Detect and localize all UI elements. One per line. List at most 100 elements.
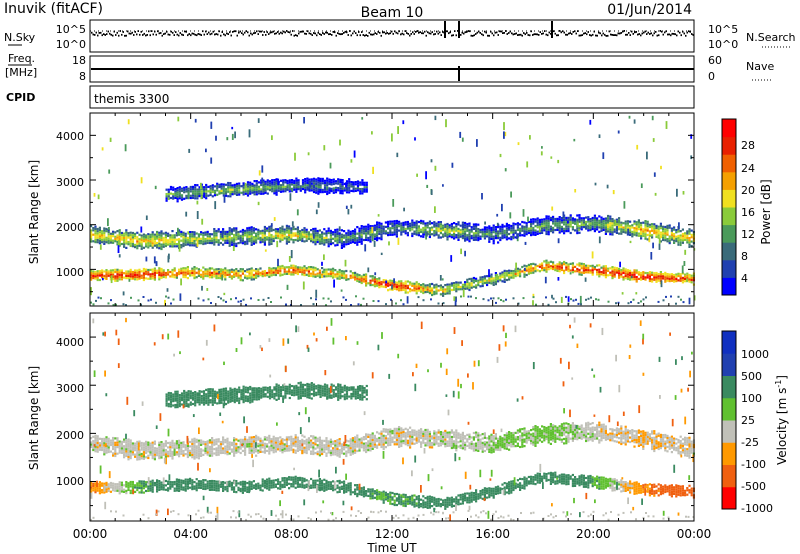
- power-cell: [90, 276, 93, 279]
- power-cell: [499, 236, 502, 239]
- power-cell: [142, 276, 145, 279]
- noise-sample: [314, 32, 316, 35]
- power-cell: [249, 190, 252, 193]
- power-ground-cell: [115, 303, 117, 306]
- freq-sample: [688, 68, 690, 70]
- power-ground-cell: [460, 295, 462, 298]
- power-cell: [376, 225, 379, 228]
- power-cell: [510, 231, 513, 234]
- noise-sample: [142, 34, 144, 36]
- noise-sample: [542, 32, 544, 35]
- power-cell: [400, 284, 403, 287]
- power-cell: [384, 221, 387, 224]
- power-cell: [292, 266, 295, 269]
- noise-sample: [293, 34, 295, 37]
- power-cell: [226, 273, 229, 276]
- freq-sample: [181, 68, 183, 70]
- power-cell: [461, 221, 464, 224]
- velocity-cell: [222, 481, 225, 484]
- freq-sample: [197, 68, 199, 70]
- power-cell: [369, 284, 372, 287]
- power-colorbar-segment: [722, 259, 736, 278]
- velocity-cell: [138, 491, 141, 494]
- power-cell: [666, 273, 669, 276]
- power-cell: [574, 222, 577, 225]
- power-ground-cell: [482, 298, 485, 301]
- power-cell: [681, 239, 684, 242]
- power-cell: [512, 276, 515, 279]
- power-cell: [345, 180, 349, 183]
- power-cell: [431, 233, 434, 236]
- power-cell: [576, 232, 579, 235]
- power-scatter-cell: [532, 293, 535, 298]
- power-cell: [318, 271, 321, 274]
- noise-sample: [440, 34, 442, 36]
- power-cell: [681, 281, 684, 284]
- noise-sample: [416, 30, 418, 32]
- power-cell: [437, 289, 440, 292]
- power-cell: [479, 235, 482, 238]
- velocity-cell: [107, 483, 110, 486]
- power-cell: [206, 272, 209, 275]
- power-scatter-cell: [496, 222, 499, 227]
- power-cell: [288, 185, 291, 189]
- power-cell: [662, 225, 665, 228]
- power-cell: [593, 214, 596, 217]
- power-cell: [558, 220, 561, 223]
- power-cell: [165, 195, 168, 198]
- power-cell: [294, 227, 297, 231]
- velocity-cell: [109, 490, 112, 493]
- power-cell: [516, 228, 519, 231]
- power-cell: [466, 223, 469, 226]
- velocity-cell: [213, 484, 216, 487]
- power-cell: [118, 233, 121, 236]
- power-cell: [167, 234, 170, 237]
- power-cell: [505, 236, 508, 239]
- power-cell: [200, 273, 203, 276]
- power-cell: [285, 240, 288, 243]
- power-cell: [437, 234, 440, 237]
- power-cell: [644, 235, 647, 238]
- power-cell: [618, 232, 621, 235]
- power-cell: [486, 233, 489, 236]
- noise-sample: [586, 33, 588, 36]
- power-cell: [365, 284, 368, 287]
- noise-sample: [487, 34, 489, 37]
- power-cell: [470, 282, 473, 285]
- power-cell: [587, 269, 590, 272]
- power-cell: [332, 178, 335, 181]
- freq-sample: [683, 68, 685, 70]
- power-cell: [446, 283, 449, 286]
- power-cell: [417, 289, 420, 292]
- power-cell: [637, 219, 640, 222]
- power-cell: [257, 228, 260, 231]
- freq-sample: [344, 68, 346, 70]
- power-cell: [640, 230, 643, 233]
- power-cell: [651, 280, 654, 283]
- noise-sample: [110, 33, 112, 36]
- power-scatter-cell: [178, 244, 181, 252]
- power-cell: [525, 233, 528, 236]
- noise-sample: [628, 32, 630, 34]
- power-cell: [668, 280, 671, 283]
- power-cell: [503, 234, 506, 237]
- power-cell: [651, 278, 654, 281]
- power-cell: [648, 275, 651, 278]
- velocity-cell: [123, 488, 126, 491]
- power-cell: [162, 241, 165, 244]
- power-cell: [94, 241, 97, 244]
- power-cell: [591, 264, 594, 267]
- freq-sample: [188, 68, 190, 70]
- power-cell: [336, 243, 339, 247]
- power-cell: [362, 227, 365, 231]
- power-cell: [197, 239, 200, 243]
- power-cell: [268, 271, 271, 274]
- power-cell: [259, 267, 262, 270]
- power-cell: [224, 241, 227, 244]
- power-cell: [677, 243, 680, 246]
- power-cell: [644, 276, 647, 279]
- freq-sample: [325, 68, 327, 70]
- power-cell: [259, 239, 262, 242]
- power-cell: [149, 275, 152, 278]
- velocity-cell: [158, 488, 161, 491]
